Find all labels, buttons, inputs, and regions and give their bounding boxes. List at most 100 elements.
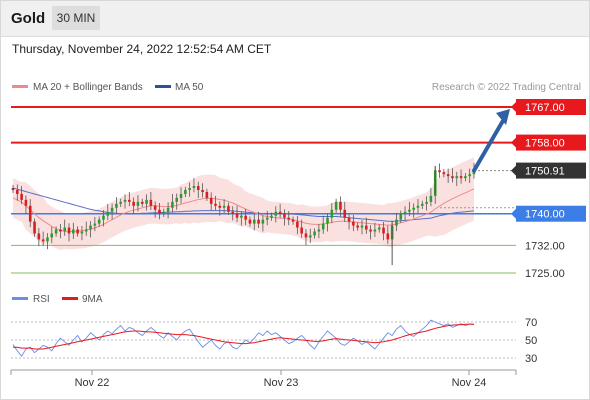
ma20-legend-swatch [12,85,28,88]
candle [158,203,161,220]
level-label-1767.00: 1767.00 [525,102,565,114]
candle-body [343,209,347,218]
ma50-legend-swatch [155,85,171,88]
level-label-1740.00: 1740.00 [525,209,565,221]
candle [80,225,84,241]
candle [119,198,123,207]
candle [304,229,308,246]
candle [373,222,377,238]
candle [166,202,170,219]
candle-body [222,205,226,208]
candle [252,214,256,231]
candle [270,212,273,221]
candle-body [412,207,415,210]
candle-body [455,176,459,179]
candle-body [84,229,88,232]
time-tick-nov-23: Nov 23 [264,377,299,389]
candle-body [321,223,325,230]
candle [360,220,364,235]
candle [140,198,144,207]
candle [218,201,222,216]
candle [244,208,247,226]
level-label-1725.00: 1725.00 [525,268,565,280]
top-bar: Gold 30 MIN [0,0,590,37]
candle-body [188,188,191,190]
candle-body [28,205,32,222]
candle-body [59,229,62,232]
candle-body [149,199,153,206]
candle [222,199,226,214]
candle [149,191,153,211]
candle [377,224,381,233]
candle-body [184,190,187,194]
candle [76,226,79,237]
candle [364,217,368,234]
candle [442,169,446,178]
candle-body [283,213,286,218]
candle-body [334,201,338,210]
candle-body [128,199,131,202]
candle-body [244,215,247,220]
projection-arrow-shaft [472,116,506,173]
level-tag-1750.91 [516,162,586,179]
candle-body [421,203,424,206]
candle [41,231,45,246]
candle-body [304,233,308,238]
candle-body [425,201,428,204]
candle-body [339,201,342,210]
candle [184,186,187,198]
timeframe-button[interactable]: 30 MIN [52,6,100,30]
projection-arrow-head [496,108,510,125]
candle [326,213,329,232]
candle-body [192,186,196,189]
candle [317,223,321,239]
candle-body [287,217,291,220]
candle [248,216,252,227]
candle-body [257,219,260,224]
candle-body [63,227,66,232]
candle-body [50,233,54,238]
candle [291,216,295,225]
candle-body [265,217,269,220]
candle-body [296,221,299,228]
candle-body [76,229,79,234]
candle [179,187,183,204]
candle-body [20,193,23,200]
candle [265,210,269,226]
candle-body [313,231,316,236]
candle [352,214,355,232]
candle [403,206,407,221]
candle-body [24,199,28,206]
candle-body [67,227,71,234]
candle-body [33,221,36,234]
candle [369,225,372,240]
candle [339,196,342,217]
candle-body [360,225,364,228]
candle-body [106,211,110,216]
candle [300,219,303,238]
candle-body [300,227,303,234]
candle-body [205,191,209,198]
candle [106,203,110,221]
candle-body [175,197,179,202]
candle [11,184,15,194]
candle [425,196,428,211]
candle-body [326,217,329,224]
candle [308,228,312,243]
candle-body [89,225,92,230]
candle [446,168,450,183]
candle [330,203,334,224]
candle-body [274,211,278,216]
candle [54,226,58,237]
level-tag-pointer [511,137,516,148]
candle [24,195,28,214]
level-tag-1767.00 [516,99,586,115]
candle-body [171,201,174,208]
rsi-plot-area: 70 50 30 [11,317,537,365]
candle [464,173,467,182]
candle [356,222,359,231]
candle-body [72,229,75,234]
level-label-1732.00: 1732.00 [525,240,565,252]
candle [278,203,282,219]
candle [455,171,459,187]
